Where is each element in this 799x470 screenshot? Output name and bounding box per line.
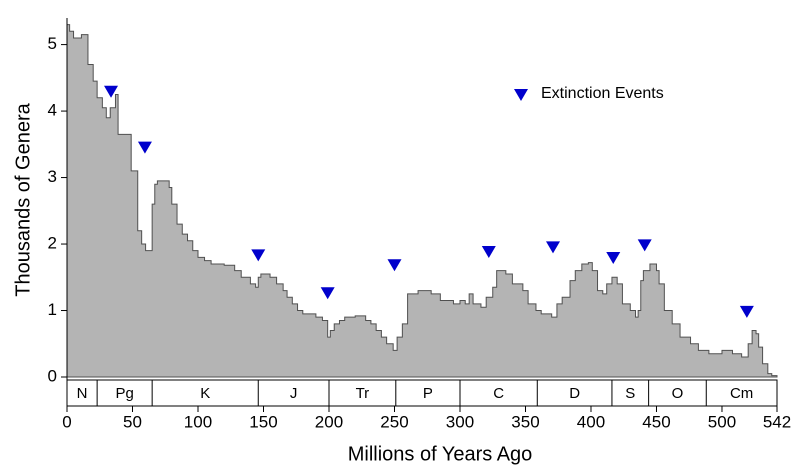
period-label: K — [200, 385, 210, 402]
period-label: C — [493, 385, 504, 402]
x-tick-label: 50 — [123, 412, 142, 431]
period-label: S — [625, 385, 635, 402]
diversity-area — [66, 24, 778, 378]
extinction-marker — [637, 239, 652, 252]
extinction-marker — [104, 85, 119, 98]
extinction-marker — [251, 249, 266, 262]
period-label: D — [569, 385, 580, 402]
extinction-marker — [545, 241, 560, 254]
x-axis-label: Millions of Years Ago — [348, 443, 533, 465]
extinction-marker — [137, 141, 152, 154]
legend-label: Extinction Events — [541, 85, 664, 102]
x-tick-label: 350 — [511, 412, 539, 431]
x-tick-label: 542 — [763, 412, 791, 431]
y-tick-label: 3 — [48, 167, 57, 186]
y-tick-label: 4 — [48, 101, 57, 120]
extinction-marker — [739, 305, 754, 318]
x-tick-label: 450 — [642, 412, 670, 431]
x-tick-label: 100 — [184, 412, 212, 431]
extinction-marker — [481, 246, 496, 259]
period-label: P — [423, 385, 433, 402]
legend-marker — [514, 89, 528, 101]
y-tick-label: 1 — [48, 300, 57, 319]
y-tick-label: 2 — [48, 234, 57, 253]
extinction-marker — [606, 251, 621, 264]
x-tick-label: 300 — [446, 412, 474, 431]
period-label: J — [290, 385, 298, 402]
extinction-marker — [320, 287, 335, 300]
x-tick-label: 400 — [577, 412, 605, 431]
y-tick-label: 0 — [48, 366, 57, 385]
x-tick-label: 250 — [380, 412, 408, 431]
period-label: Pg — [115, 385, 133, 402]
period-label: Tr — [356, 385, 370, 402]
x-tick-label: 0 — [62, 412, 71, 431]
period-label: N — [77, 385, 88, 402]
x-tick-label: 150 — [249, 412, 277, 431]
y-axis-label: Thousands of Genera — [12, 102, 34, 296]
y-tick-label: 5 — [48, 34, 57, 53]
x-tick-label: 500 — [708, 412, 736, 431]
x-tick-label: 200 — [315, 412, 343, 431]
extinction-marker — [387, 259, 402, 272]
period-label: O — [672, 385, 684, 402]
period-label: Cm — [730, 385, 753, 402]
